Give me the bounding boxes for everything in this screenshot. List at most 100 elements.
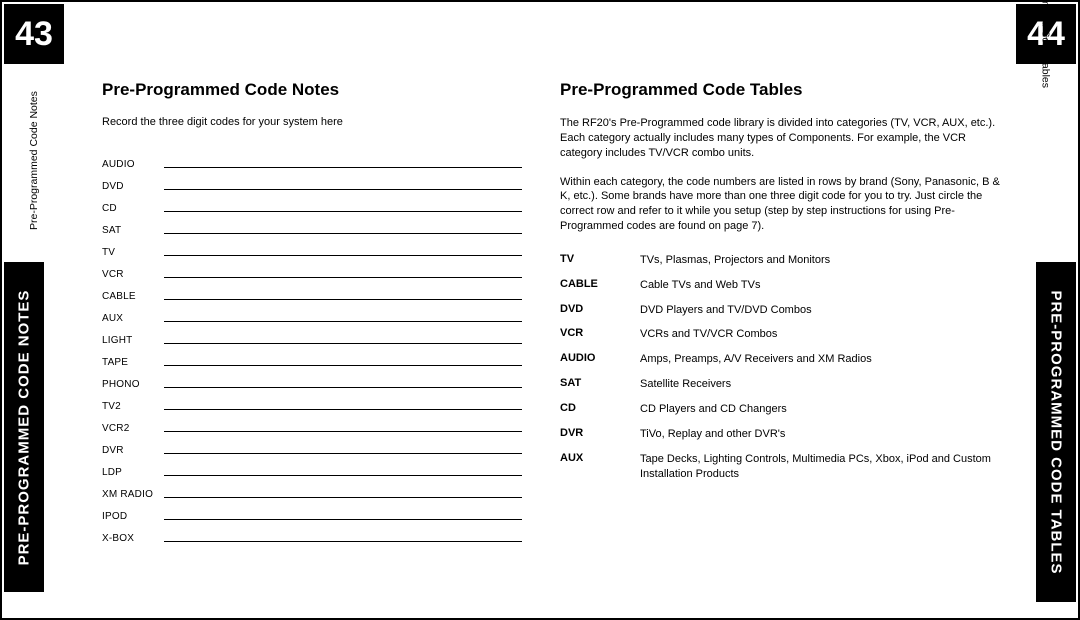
code-row: CABLE (102, 282, 522, 304)
left-title: Pre-Programmed Code Notes (102, 80, 522, 100)
left-instruction: Record the three digit codes for your sy… (102, 116, 522, 128)
page-left: 43 Pre-Programmed Code Notes PRE-PROGRAM… (2, 2, 540, 618)
code-row: AUX (102, 304, 522, 326)
code-row: CD (102, 194, 522, 216)
category-description: TiVo, Replay and other DVR's (640, 427, 1005, 442)
page-gutter (542, 2, 543, 618)
code-row-label: IPOD (102, 511, 164, 524)
page-number-left: 43 (4, 4, 64, 64)
code-row-line (164, 365, 522, 366)
category-row: VCRVCRs and TV/VCR Combos (560, 322, 1005, 347)
code-row-label: AUDIO (102, 159, 164, 172)
category-label: VCR (560, 327, 640, 339)
code-row: PHONO (102, 370, 522, 392)
category-description: TVs, Plasmas, Projectors and Monitors (640, 253, 1005, 268)
code-row-label: CD (102, 203, 164, 216)
category-row: DVRTiVo, Replay and other DVR's (560, 422, 1005, 447)
category-label: AUX (560, 452, 640, 464)
category-table: TVTVs, Plasmas, Projectors and MonitorsC… (560, 248, 1005, 486)
code-row: TAPE (102, 348, 522, 370)
category-description: Amps, Preamps, A/V Receivers and XM Radi… (640, 352, 1005, 367)
category-label: DVR (560, 427, 640, 439)
code-row: DVR (102, 436, 522, 458)
code-row-line (164, 497, 522, 498)
code-row-label: DVD (102, 181, 164, 194)
code-row-line (164, 541, 522, 542)
category-row: CDCD Players and CD Changers (560, 397, 1005, 422)
category-description: VCRs and TV/VCR Combos (640, 327, 1005, 342)
code-row-label: VCR (102, 269, 164, 282)
code-row-label: LIGHT (102, 335, 164, 348)
code-rows-container: AUDIO DVD CD SAT TV VCR CABLE AUX LIGHT TAPE PHONO… (102, 150, 522, 546)
category-description: Satellite Receivers (640, 377, 1005, 392)
code-row-line (164, 321, 522, 322)
category-description: Tape Decks, Lighting Controls, Multimedi… (640, 452, 1005, 482)
code-row-line (164, 189, 522, 190)
code-row-label: XM RADIO (102, 489, 164, 502)
code-row-label: DVR (102, 445, 164, 458)
category-label: CD (560, 402, 640, 414)
code-row-label: TV (102, 247, 164, 260)
code-row: IPOD (102, 502, 522, 524)
category-row: AUDIOAmps, Preamps, A/V Receivers and XM… (560, 347, 1005, 372)
code-row-line (164, 409, 522, 410)
code-row-line (164, 475, 522, 476)
sidebar-tab-left: PRE-PROGRAMMED CODE NOTES (4, 262, 44, 592)
code-row-label: SAT (102, 225, 164, 238)
code-row: LIGHT (102, 326, 522, 348)
manual-spread: 43 Pre-Programmed Code Notes PRE-PROGRAM… (0, 0, 1080, 620)
sidebar-tab-right: PRE-PROGRAMMED CODE TABLES (1036, 262, 1076, 602)
category-label: SAT (560, 377, 640, 389)
left-content: Pre-Programmed Code Notes Record the thr… (102, 80, 522, 546)
code-row-line (164, 211, 522, 212)
code-row: DVD (102, 172, 522, 194)
code-row-label: AUX (102, 313, 164, 326)
right-para1: The RF20's Pre-Programmed code library i… (560, 116, 1010, 161)
code-row-line (164, 453, 522, 454)
code-row-line (164, 431, 522, 432)
code-row: TV2 (102, 392, 522, 414)
category-description: DVD Players and TV/DVD Combos (640, 303, 1005, 318)
category-label: DVD (560, 303, 640, 315)
code-row-line (164, 167, 522, 168)
code-row-line (164, 233, 522, 234)
page-right: 44 Pre-Programmed Code Tables PRE-PROGRA… (540, 2, 1078, 618)
code-row: LDP (102, 458, 522, 480)
code-row-line (164, 255, 522, 256)
code-row: XM RADIO (102, 480, 522, 502)
code-row-line (164, 299, 522, 300)
category-description: CD Players and CD Changers (640, 402, 1005, 417)
category-label: TV (560, 253, 640, 265)
code-row-line (164, 519, 522, 520)
right-title: Pre-Programmed Code Tables (560, 80, 1010, 100)
code-row-label: PHONO (102, 379, 164, 392)
category-row: TVTVs, Plasmas, Projectors and Monitors (560, 248, 1005, 273)
code-row: VCR2 (102, 414, 522, 436)
code-row-label: X-BOX (102, 533, 164, 546)
code-row-line (164, 343, 522, 344)
code-row: SAT (102, 216, 522, 238)
category-row: CABLECable TVs and Web TVs (560, 273, 1005, 298)
sidebar-tab-left-text: PRE-PROGRAMMED CODE NOTES (16, 289, 33, 565)
code-row-label: LDP (102, 467, 164, 480)
code-row-line (164, 277, 522, 278)
code-row: AUDIO (102, 150, 522, 172)
right-content: Pre-Programmed Code Tables The RF20's Pr… (560, 80, 1010, 486)
category-label: CABLE (560, 278, 640, 290)
category-row: AUXTape Decks, Lighting Controls, Multim… (560, 447, 1005, 487)
code-row-label: TAPE (102, 357, 164, 370)
sidebar-small-label-left: Pre-Programmed Code Notes (28, 91, 40, 230)
right-para2: Within each category, the code numbers a… (560, 175, 1010, 234)
code-row: VCR (102, 260, 522, 282)
category-row: SATSatellite Receivers (560, 372, 1005, 397)
category-description: Cable TVs and Web TVs (640, 278, 1005, 293)
category-label: AUDIO (560, 352, 640, 364)
category-row: DVDDVD Players and TV/DVD Combos (560, 298, 1005, 323)
code-row-label: VCR2 (102, 423, 164, 436)
code-row: TV (102, 238, 522, 260)
code-row-label: CABLE (102, 291, 164, 304)
sidebar-tab-right-text: PRE-PROGRAMMED CODE TABLES (1048, 290, 1065, 574)
code-row-label: TV2 (102, 401, 164, 414)
code-row-line (164, 387, 522, 388)
code-row: X-BOX (102, 524, 522, 546)
